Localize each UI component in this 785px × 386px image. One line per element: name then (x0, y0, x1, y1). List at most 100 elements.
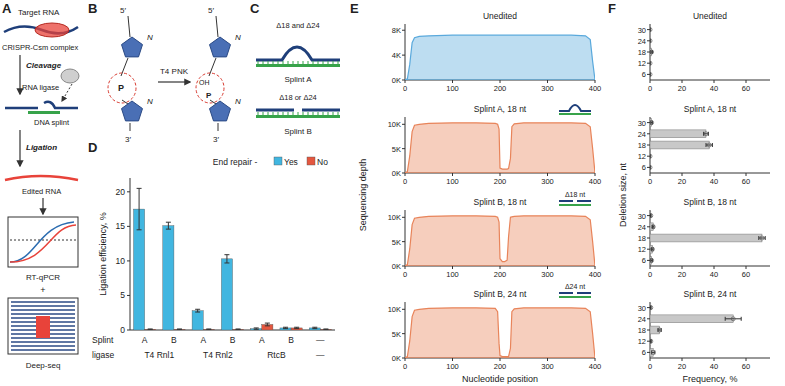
tick-label: 6 (642, 256, 646, 265)
label: N (147, 97, 153, 106)
rna (256, 109, 340, 112)
error-cap (650, 154, 651, 158)
chart-f: 0204060612182430Splint A, 18 nt (638, 104, 770, 186)
label: Splint A (284, 75, 312, 84)
bond (122, 100, 128, 104)
tick-label: 0 (403, 84, 407, 93)
point (650, 339, 653, 343)
error-cap (706, 143, 707, 147)
point (760, 236, 764, 240)
error-cap (283, 327, 288, 328)
tick-label: 12 (638, 59, 646, 68)
legend-title: End repair - (213, 157, 258, 167)
splint (256, 64, 340, 67)
tick (647, 352, 650, 353)
title: Splint B, 18 nt (684, 197, 738, 207)
error-cap (236, 329, 241, 330)
point (650, 72, 652, 76)
error-cap (650, 72, 651, 76)
tick-label: 0K (392, 76, 401, 85)
tick-label: 12 (638, 337, 646, 346)
tick (746, 173, 747, 176)
tick-label: 0K (392, 169, 401, 178)
axis-label: Frequency, % (683, 374, 738, 384)
bar (650, 326, 660, 334)
tick (714, 266, 715, 269)
legend-swatch (307, 157, 315, 165)
splint-tooth (298, 112, 299, 115)
error-cap (650, 39, 651, 43)
bar (650, 59, 651, 67)
tick (402, 80, 405, 81)
icon-rna (559, 105, 591, 111)
error-bar (294, 327, 299, 328)
bond (130, 123, 131, 131)
bar (291, 328, 302, 330)
splint-tooth (293, 112, 294, 115)
tick (682, 266, 683, 269)
error-cap (650, 306, 651, 310)
panel-label: F (608, 1, 616, 16)
tick (127, 295, 130, 296)
tick-label: 12 (638, 152, 646, 161)
error-cap (323, 329, 328, 330)
splint-tooth (328, 61, 329, 64)
tick-label: 60 (742, 177, 750, 186)
plot-area (650, 212, 765, 265)
label: RNA ligase (22, 83, 59, 92)
tick-label: 30 (638, 212, 646, 221)
highlight (196, 73, 224, 103)
tick-label: 15 (116, 221, 126, 231)
chart-e: 01002003004000K5K10KSplint B, 18 ntΔ18 n… (388, 191, 602, 279)
tick (647, 52, 650, 53)
error-cap (177, 329, 182, 330)
arrow (158, 81, 190, 82)
arrow (62, 84, 72, 101)
tick (500, 358, 501, 361)
error-bar (650, 121, 654, 125)
bar (203, 329, 214, 330)
splint-tooth (338, 61, 339, 64)
bar (650, 141, 709, 149)
group-label: T4 Rnl1 (144, 350, 174, 360)
point (650, 121, 654, 125)
read (11, 309, 75, 311)
category-label: A (200, 335, 206, 345)
tick-label: 6 (642, 163, 646, 172)
tick (682, 173, 683, 176)
legend-swatch (274, 157, 282, 165)
axis-label: Sequencing depth (358, 159, 368, 232)
bar (650, 234, 762, 242)
error-cap (741, 317, 742, 321)
splint-tooth (338, 112, 339, 115)
bar (650, 337, 651, 345)
splint-tooth (288, 112, 289, 115)
ribose (210, 37, 231, 57)
tick (127, 330, 130, 331)
plot-area (650, 304, 741, 357)
label: 5′ (120, 6, 126, 15)
label: OH (199, 79, 210, 86)
label: T4 PNK (160, 67, 189, 76)
bond (216, 16, 218, 37)
x-axis (650, 358, 770, 359)
splint-tooth (313, 112, 314, 115)
title: Splint A, 18 nt (474, 104, 527, 114)
y-axis (405, 117, 406, 173)
category-label: A (259, 335, 265, 345)
qpcr-box (8, 217, 78, 267)
splint-tooth (328, 112, 329, 115)
splint (256, 115, 340, 118)
tick-label: 200 (494, 362, 507, 371)
tick (647, 307, 650, 308)
bond (218, 123, 219, 131)
tick-label: 400 (589, 270, 602, 279)
tick (714, 80, 715, 83)
bar (145, 329, 156, 330)
threshold (10, 240, 76, 241)
tick-label: 18 (638, 234, 646, 243)
category-label: B (288, 335, 294, 345)
tick-label: 10 (116, 256, 126, 266)
error-cap (650, 214, 651, 218)
axis-label: Nucleotide position (462, 374, 538, 384)
